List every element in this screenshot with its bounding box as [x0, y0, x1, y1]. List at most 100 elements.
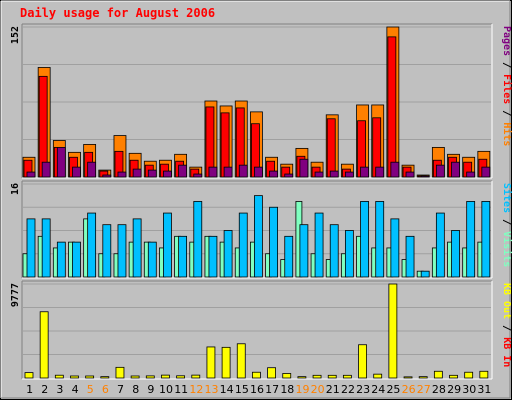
- bar-kbout-day-6: [100, 376, 110, 379]
- bar-pages-day-21: [329, 170, 339, 178]
- chart-panels: 152 Pages / Files / Hits 16 Sites / Visits 9…: [10, 23, 512, 380]
- bar-kbout-day-5: [85, 375, 95, 379]
- bar-pages-day-17: [269, 170, 278, 178]
- bar-pages-day-2: [41, 161, 51, 178]
- bar-kbout-day-3: [54, 374, 64, 379]
- bar-sites-day-25: [390, 218, 400, 278]
- legend-entry: /: [501, 319, 512, 337]
- legend-entry: KB In: [501, 337, 512, 367]
- bar-sites-day-22: [344, 230, 354, 278]
- bar-sites-day-19: [299, 224, 309, 278]
- x-tick-label: 8: [132, 383, 139, 396]
- bar-pages-day-18: [284, 173, 294, 178]
- panel-kbytes: 9777 KB Out / KB In: [10, 280, 512, 380]
- bar-sites-day-28: [435, 212, 445, 278]
- bar-kbout-day-17: [267, 367, 276, 379]
- legend-entry: Visits: [501, 231, 512, 267]
- bar-pages-day-10: [163, 170, 172, 178]
- bar-pages-day-13: [208, 166, 218, 178]
- legend-entry: Hits: [501, 122, 512, 146]
- bar-sites-day-12: [193, 201, 203, 278]
- x-tick-label: 31: [477, 383, 491, 396]
- bar-pages-day-22: [344, 171, 354, 178]
- bar-kbout-day-26: [403, 376, 413, 379]
- bar-pages-day-25: [390, 161, 400, 178]
- x-tick-label: 15: [235, 383, 249, 396]
- bar-kbout-day-7: [115, 366, 125, 379]
- bar-pages-day-7: [117, 171, 127, 178]
- bar-pages-day-19: [299, 158, 309, 178]
- bar-sites-day-23: [360, 201, 369, 278]
- bar-kbout-day-29: [449, 374, 458, 379]
- bar-pages-day-12: [193, 173, 203, 178]
- bar-sites-day-15: [238, 212, 248, 278]
- bar-kbout-day-27: [418, 376, 428, 379]
- bar-pages-day-26: [405, 171, 415, 178]
- bar-files-day-25: [387, 36, 397, 178]
- x-tick-label: 25: [386, 383, 400, 396]
- y-max-label-visits: 16: [10, 183, 21, 195]
- bar-sites-day-20: [314, 212, 324, 278]
- bar-files-day-13: [205, 106, 215, 178]
- bar-sites-day-24: [375, 201, 385, 278]
- bar-kbout-day-19: [297, 376, 307, 379]
- bar-pages-day-14: [223, 166, 233, 178]
- bar-sites-day-3: [56, 241, 66, 278]
- bar-kbout-day-2: [39, 311, 49, 379]
- bar-pages-day-30: [466, 171, 476, 178]
- bar-kbout-day-10: [161, 374, 170, 379]
- bar-pages-day-28: [435, 164, 445, 178]
- panel-kbytes-background: [22, 281, 492, 379]
- bar-kbout-day-13: [206, 346, 216, 379]
- x-axis-labels: 1 2 3 4 5 6 7 8 9 10 11 12 13 14 15 16 17 18 19 20 21 22 23 24 2…: [26, 383, 491, 396]
- bar-kbout-day-20: [312, 374, 322, 379]
- bar-sites-day-18: [284, 235, 294, 278]
- bar-pages-day-16: [254, 166, 263, 178]
- bar-pages-day-8: [132, 168, 142, 178]
- bar-sites-day-16: [254, 195, 263, 278]
- bar-pages-day-27: [420, 175, 430, 178]
- legend-entry: /: [501, 213, 512, 231]
- bar-pages-day-9: [147, 169, 157, 178]
- bar-sites-day-30: [466, 201, 476, 278]
- bar-kbout-day-28: [433, 370, 443, 379]
- bar-sites-day-8: [132, 218, 142, 278]
- x-tick-label: 11: [174, 383, 188, 396]
- x-tick-label: 4: [72, 383, 79, 396]
- bar-sites-day-14: [223, 230, 233, 278]
- x-tick-label: 5: [87, 383, 94, 396]
- bar-sites-day-10: [163, 212, 172, 278]
- x-tick-label: 3: [56, 383, 63, 396]
- bar-kbout-day-14: [221, 346, 231, 379]
- bar-sites-day-1: [26, 218, 36, 278]
- x-tick-label: 14: [220, 383, 234, 396]
- bar-pages-day-31: [481, 166, 491, 178]
- bar-sites-day-4: [72, 241, 81, 278]
- bar-sites-day-26: [405, 235, 415, 278]
- x-tick-label: 18: [280, 383, 294, 396]
- y-max-label-kbytes: 9777: [10, 283, 21, 307]
- bar-sites-day-11: [178, 235, 188, 278]
- bar-kbout-day-1: [24, 372, 34, 379]
- bar-kbout-day-16: [252, 371, 261, 379]
- bar-pages-day-15: [238, 164, 248, 178]
- bar-pages-day-11: [178, 164, 188, 178]
- bar-kbout-day-30: [464, 371, 474, 379]
- bar-sites-day-5: [87, 212, 97, 278]
- legend-hits: Pages / Files / Hits: [501, 26, 512, 146]
- x-tick-label: 20: [311, 383, 325, 396]
- bar-pages-day-20: [314, 171, 324, 178]
- panel-hits: 152 Pages / Files / Hits: [10, 23, 512, 179]
- bar-sites-day-27: [420, 270, 430, 278]
- bar-kbout-day-11: [176, 375, 186, 379]
- legend-entry: /: [501, 104, 512, 122]
- bar-kbout-day-25: [388, 283, 398, 379]
- legend-entry: Pages: [501, 26, 512, 56]
- legend-kbytes: KB Out / KB In: [501, 283, 512, 367]
- x-tick-label: 10: [159, 383, 173, 396]
- bar-files-day-21: [326, 118, 336, 178]
- bar-pages-day-6: [102, 174, 112, 178]
- bar-pages-day-5: [87, 161, 97, 178]
- bar-sites-day-2: [41, 218, 51, 278]
- bar-sites-day-17: [269, 206, 278, 278]
